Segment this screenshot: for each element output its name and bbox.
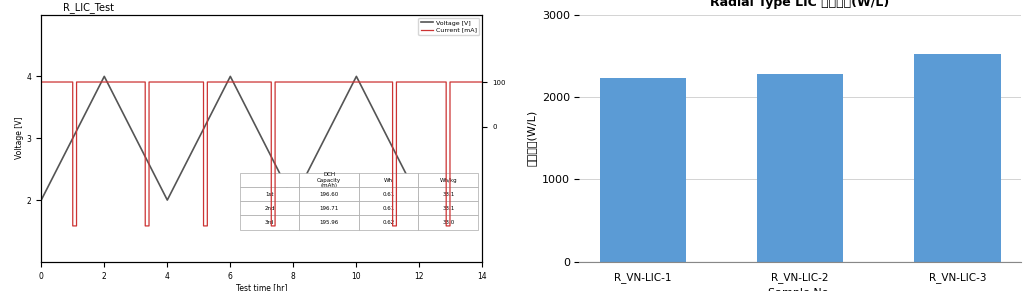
Current [mA]: [70, 224, 82, 228]
Current [mA]: [139, 80, 152, 84]
Voltage [V]: [35, 198, 47, 202]
Voltage [V]: [224, 75, 236, 78]
Current [mA]: [70, 80, 82, 84]
Current [mA]: [440, 80, 453, 84]
Current [mA]: [269, 224, 281, 228]
Title: Radial Type LIC 출력밀도(W/L): Radial Type LIC 출력밀도(W/L): [710, 0, 890, 9]
Current [mA]: [391, 80, 403, 84]
Current [mA]: [440, 224, 453, 228]
Voltage [V]: [351, 75, 363, 78]
Current [mA]: [387, 80, 399, 84]
Current [mA]: [197, 224, 209, 228]
Voltage [V]: [98, 75, 110, 78]
Current [mA]: [67, 224, 79, 228]
Current [mA]: [201, 224, 213, 228]
Voltage [V]: [413, 198, 426, 202]
Current [mA]: [143, 224, 156, 228]
Current [mA]: [201, 80, 213, 84]
Text: R_LIC_Test: R_LIC_Test: [63, 2, 114, 13]
Line: Voltage [V]: Voltage [V]: [41, 77, 451, 200]
Current [mA]: [143, 80, 156, 84]
Y-axis label: 출력밀도(W/L): 출력밀도(W/L): [526, 110, 536, 166]
Bar: [757, 74, 843, 262]
Current [mA]: [269, 80, 281, 84]
Current [mA]: [476, 80, 489, 84]
Voltage [V]: [161, 198, 173, 202]
Current [mA]: [390, 224, 402, 228]
Current [mA]: [443, 80, 456, 84]
Current [mA]: [265, 80, 277, 84]
Line: Current [mA]: Current [mA]: [41, 82, 483, 226]
X-axis label: Test time [hr]: Test time [hr]: [236, 283, 288, 291]
Voltage [V]: [288, 198, 300, 202]
Bar: [914, 54, 1001, 262]
Current [mA]: [387, 224, 399, 228]
Current [mA]: [139, 224, 152, 228]
X-axis label: Sample No.: Sample No.: [768, 288, 832, 291]
Legend: Voltage [V], Current [mA]: Voltage [V], Current [mA]: [419, 18, 479, 35]
Current [mA]: [67, 80, 79, 84]
Current [mA]: [443, 224, 456, 228]
Bar: [600, 78, 686, 262]
Current [mA]: [197, 80, 209, 84]
Current [mA]: [265, 224, 277, 228]
Y-axis label: Voltage [V]: Voltage [V]: [14, 117, 24, 159]
Voltage [V]: [444, 198, 457, 202]
Current [mA]: [35, 80, 47, 84]
